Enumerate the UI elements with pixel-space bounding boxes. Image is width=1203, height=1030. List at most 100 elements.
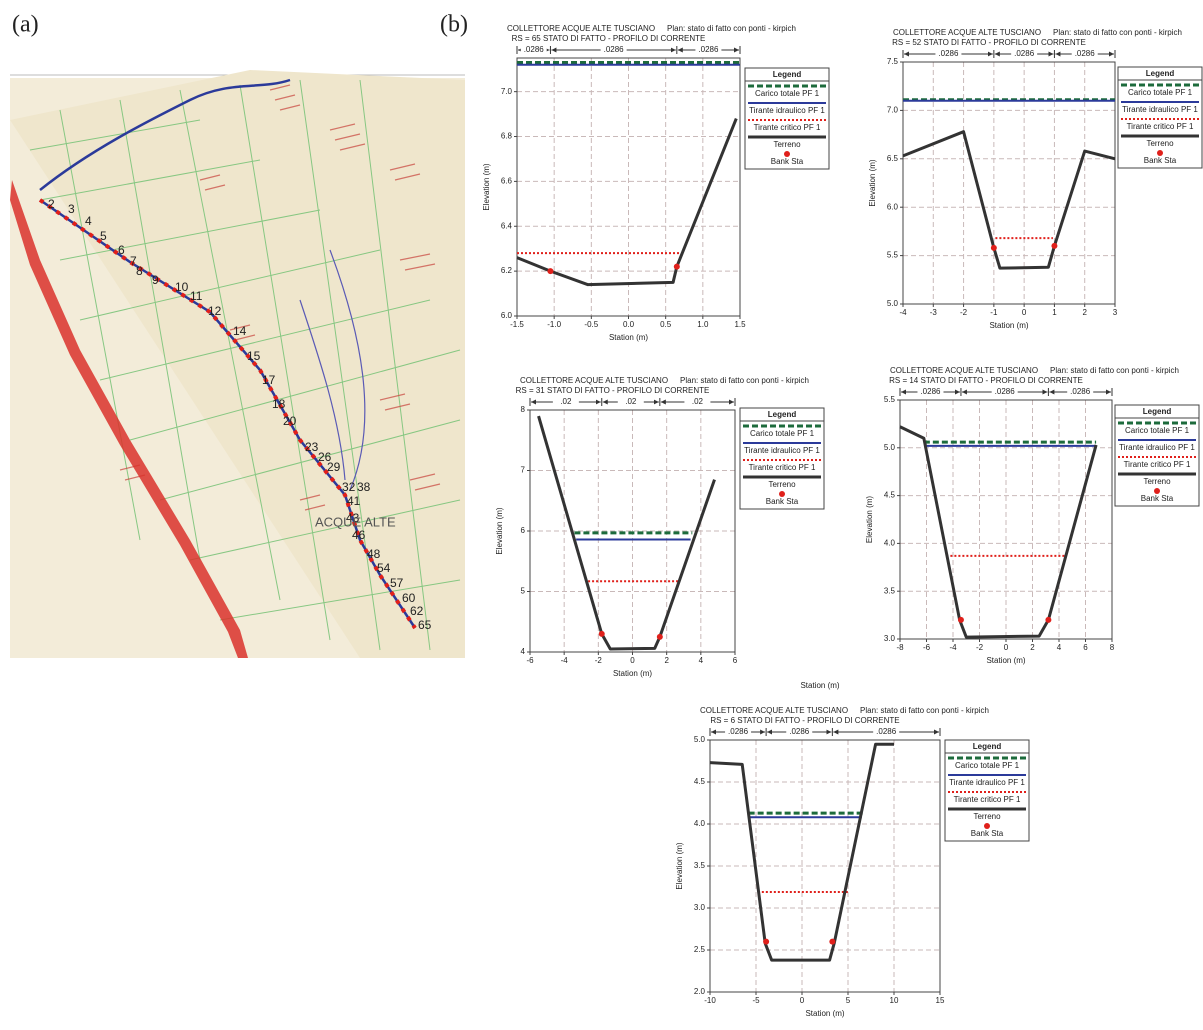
legend-label: Terreno	[1143, 477, 1171, 486]
map-label: 29	[327, 460, 341, 474]
legend-label: Bank Sta	[1141, 494, 1174, 503]
map-label: 2	[48, 197, 55, 211]
legend-label: Terreno	[768, 480, 796, 489]
y-tick-label: 4	[521, 647, 526, 656]
x-tick-label: -6	[923, 643, 931, 652]
legend-label: Tirante critico PF 1	[1127, 122, 1194, 131]
map-label: 10	[175, 280, 189, 294]
chart-subtitle: RS = 52 STATO DI FATTO - PROFILO DI CORR…	[892, 38, 1086, 47]
y-axis-label: Elevation (m)	[495, 507, 504, 554]
x-axis-label: Station (m)	[613, 669, 652, 678]
chart-plan: Plan: stato di fatto con ponti - kirpich	[860, 706, 989, 715]
y-tick-label: 3.5	[884, 586, 896, 595]
x-tick-label: 1	[1052, 308, 1057, 317]
chart-plan: Plan: stato di fatto con ponti - kirpich	[1050, 366, 1179, 375]
panel-label: (b)	[440, 12, 468, 38]
x-tick-label: -4	[561, 656, 569, 665]
chart-plan: Plan: stato di fatto con ponti - kirpich	[680, 376, 809, 385]
x-tick-label: 10	[890, 996, 899, 1005]
chart-title: COLLETTORE ACQUE ALTE TUSCIANO	[507, 24, 655, 33]
map-label: 11	[190, 289, 203, 303]
bank-station	[1051, 243, 1057, 249]
y-tick-label: 4.0	[694, 819, 706, 828]
roughness-label: .0286	[698, 45, 719, 54]
series-line	[900, 427, 1096, 637]
map-label: 57	[390, 576, 404, 590]
y-tick-label: 6.6	[501, 177, 513, 186]
map-label: 5	[100, 229, 107, 243]
x-tick-label: 0.5	[660, 320, 672, 329]
map-label: 4	[85, 214, 92, 228]
x-tick-label: 0.0	[623, 320, 635, 329]
x-tick-label: 2	[1030, 643, 1035, 652]
roughness-label: .02	[625, 397, 637, 406]
y-tick-label: 6.0	[501, 311, 513, 320]
map-label: 12	[208, 304, 222, 318]
x-tick-label: 0	[1004, 643, 1009, 652]
y-axis-label: Elevation (m)	[675, 842, 684, 889]
x-tick-label: 2	[1082, 308, 1087, 317]
legend-title: Legend	[1143, 407, 1172, 416]
y-tick-label: 5.5	[887, 251, 899, 260]
map	[10, 70, 465, 658]
legend-label: Terreno	[973, 812, 1001, 821]
x-tick-label: -6	[526, 656, 534, 665]
x-tick-label: 6	[733, 656, 738, 665]
roughness-label: .02	[692, 397, 704, 406]
x-tick-label: 4	[699, 656, 704, 665]
cross-section-chart: COLLETTORE ACQUE ALTE TUSCIANOPlan: stat…	[865, 366, 1199, 665]
legend-swatch	[779, 491, 785, 497]
x-tick-label: 1.5	[734, 320, 746, 329]
x-tick-label: 1.0	[697, 320, 709, 329]
legend-title: Legend	[1146, 69, 1175, 78]
x-tick-label: 3	[1113, 308, 1118, 317]
y-tick-label: 6.8	[501, 132, 513, 141]
legend-label: Tirante critico PF 1	[1124, 460, 1191, 469]
y-tick-label: 6	[521, 526, 526, 535]
legend-label: Tirante idraulico PF 1	[744, 446, 820, 455]
x-tick-label: 0	[630, 656, 635, 665]
chart-title: COLLETTORE ACQUE ALTE TUSCIANO	[520, 376, 668, 385]
legend-swatch	[1157, 150, 1163, 156]
map-label: 41	[347, 494, 361, 508]
x-tick-label: -2	[595, 656, 603, 665]
y-tick-label: 7.0	[887, 106, 899, 115]
legend-label: Tirante idraulico PF 1	[1119, 443, 1195, 452]
bank-station	[1045, 617, 1051, 623]
x-axis-label: Station (m)	[609, 333, 648, 342]
y-axis-label: Elevation (m)	[865, 496, 874, 543]
roughness-label: .0286	[1014, 49, 1035, 58]
chart-subtitle: RS = 65 STATO DI FATTO - PROFILO DI CORR…	[512, 34, 706, 43]
y-tick-label: 4.0	[884, 539, 896, 548]
legend-label: Carico totale PF 1	[755, 89, 820, 98]
y-tick-label: 2.5	[694, 945, 706, 954]
y-tick-label: 6.2	[501, 266, 513, 275]
chart-subtitle: RS = 14 STATO DI FATTO - PROFILO DI CORR…	[889, 376, 1083, 385]
cross-section-chart: COLLETTORE ACQUE ALTE TUSCIANO Plan: stat…	[482, 24, 829, 342]
y-tick-label: 6.4	[501, 221, 513, 230]
legend-swatch	[784, 151, 790, 157]
legend-label: Carico totale PF 1	[1128, 88, 1193, 97]
x-tick-label: -10	[704, 996, 716, 1005]
legend-label: Carico totale PF 1	[1125, 426, 1190, 435]
chart-subtitle: RS = 31 STATO DI FATTO - PROFILO DI CORR…	[516, 386, 710, 395]
chart-title: COLLETTORE ACQUE ALTE TUSCIANO	[893, 28, 1041, 37]
legend-label: Tirante critico PF 1	[749, 463, 816, 472]
chart-plan: Plan: stato di fatto con ponti - kirpich	[667, 24, 796, 33]
map-label: 32	[342, 480, 356, 494]
map-label: 3	[68, 202, 75, 216]
map-place: ACQUE ALTE	[315, 514, 396, 529]
x-tick-label: -4	[949, 643, 957, 652]
chart-subtitle: RS = 6 STATO DI FATTO - PROFILO DI CORRE…	[710, 716, 899, 725]
legend-label: Tirante critico PF 1	[954, 795, 1021, 804]
bank-station	[763, 939, 769, 945]
series-line	[903, 132, 1115, 268]
stray-label: Station (m)	[800, 681, 839, 690]
y-tick-label: 7.0	[501, 87, 513, 96]
map-label: 23	[305, 440, 319, 454]
legend-label: Bank Sta	[766, 497, 799, 506]
y-tick-label: 3.0	[694, 903, 706, 912]
roughness-label: .0286	[995, 387, 1016, 396]
map-label: 46	[352, 528, 366, 542]
y-axis-label: Elevation (m)	[482, 163, 491, 210]
